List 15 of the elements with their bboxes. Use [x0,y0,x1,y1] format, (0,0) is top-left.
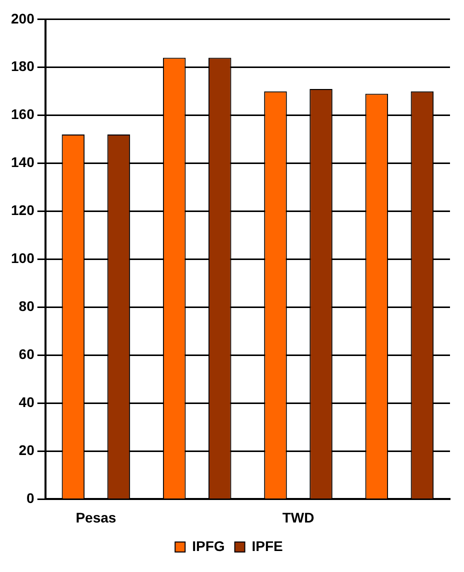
y-tick-label: 180 [11,58,35,74]
y-tick-label: 200 [11,10,35,26]
y-tick-label: 120 [11,202,35,218]
y-tick-label: 40 [18,394,35,410]
y-tick-label: 140 [11,154,35,170]
y-tick-label: 80 [18,298,35,314]
y-tick-label: 100 [11,250,35,266]
legend-label: IPFE [252,538,283,554]
y-tick-label: 0 [26,490,35,506]
x-tick-label: TWD [282,509,314,526]
y-tick-label: 160 [11,106,35,122]
legend-label: IPFG [192,538,225,554]
x-tick-label: Pesas [76,509,116,526]
y-tick-label: 20 [18,442,35,458]
y-tick-label: 60 [18,346,35,362]
